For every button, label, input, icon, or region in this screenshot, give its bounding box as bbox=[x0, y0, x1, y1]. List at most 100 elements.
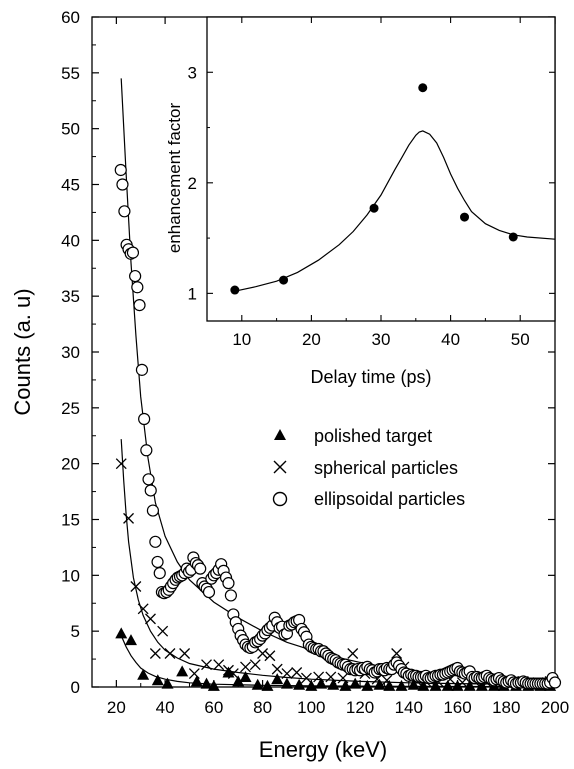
cross-point bbox=[164, 648, 176, 659]
inset-x-tick-label: 20 bbox=[302, 330, 321, 349]
circle-point bbox=[114, 163, 127, 177]
cross-point bbox=[381, 674, 393, 686]
legend-item-ellipsoidal: ellipsoidal particles bbox=[272, 489, 465, 509]
triangle-point bbox=[417, 679, 430, 691]
triangle-point bbox=[239, 670, 252, 682]
triangle-point bbox=[327, 678, 340, 690]
circle-point bbox=[142, 473, 155, 486]
x-tick-label: 80 bbox=[253, 698, 272, 717]
y-tick-label: 50 bbox=[61, 120, 80, 139]
x-tick-label: 20 bbox=[107, 698, 126, 717]
triangle-point bbox=[339, 679, 352, 691]
legend-marker-cross bbox=[273, 460, 287, 474]
cross-point bbox=[123, 512, 135, 524]
inset-y-tick-label: 1 bbox=[188, 284, 197, 303]
cross-point bbox=[325, 671, 337, 683]
y-tick-label: 40 bbox=[61, 231, 80, 250]
triangle-point bbox=[115, 627, 128, 639]
y-tick-label: 30 bbox=[61, 343, 80, 362]
inset-fit-curve-path bbox=[234, 130, 556, 292]
triangle-point bbox=[124, 634, 137, 646]
triangle-point bbox=[395, 679, 408, 691]
circle-point bbox=[222, 577, 235, 590]
triangle-point bbox=[280, 677, 293, 689]
circle-point bbox=[126, 246, 140, 259]
x-tick-label: 160 bbox=[443, 698, 471, 717]
cross-point bbox=[213, 659, 225, 671]
cross-point bbox=[347, 648, 359, 659]
y-tick-label: 5 bbox=[71, 622, 80, 641]
triangle-point bbox=[232, 675, 245, 687]
y-axis-title: Counts (a. u) bbox=[10, 288, 35, 415]
triangle-point bbox=[315, 677, 328, 689]
triangle-point bbox=[200, 677, 213, 689]
legend-item-spherical: spherical particles bbox=[273, 458, 458, 478]
inset-point bbox=[369, 203, 379, 213]
cross-point bbox=[179, 648, 191, 659]
cross-point bbox=[300, 672, 312, 684]
triangle-point bbox=[207, 679, 220, 691]
inset-y-axis-title: enhancement factor bbox=[165, 103, 184, 254]
triangle-point bbox=[190, 675, 203, 687]
triangle-point bbox=[161, 677, 174, 689]
legend-item-polished: polished target bbox=[274, 426, 432, 446]
inset-point bbox=[230, 285, 240, 295]
circle-point bbox=[129, 269, 142, 283]
triangle-point bbox=[176, 665, 189, 677]
inset-y-tick-label: 2 bbox=[188, 174, 197, 193]
circle-point bbox=[151, 555, 164, 569]
y-tick-label: 60 bbox=[61, 8, 80, 27]
inset-x-axis-title: Delay time (ps) bbox=[310, 367, 431, 387]
x-tick-label: 60 bbox=[204, 698, 223, 717]
inset-point bbox=[460, 212, 470, 222]
circle-point bbox=[131, 281, 144, 294]
cross-point bbox=[201, 659, 212, 671]
triangle-point bbox=[251, 678, 264, 690]
cross-point bbox=[157, 625, 169, 637]
y-tick-label: 0 bbox=[71, 678, 80, 697]
inset-x-tick-label: 30 bbox=[372, 330, 391, 349]
circle-point bbox=[118, 205, 131, 218]
y-tick-label: 20 bbox=[61, 455, 80, 474]
x-axis-title: Energy (keV) bbox=[259, 737, 387, 762]
legend-label-polished: polished target bbox=[314, 426, 432, 446]
x-tick-label: 180 bbox=[492, 698, 520, 717]
circle-point bbox=[144, 484, 157, 497]
cross-point bbox=[313, 671, 325, 683]
triangle-point bbox=[407, 678, 420, 690]
circle-point bbox=[146, 504, 160, 517]
y-tick-label: 15 bbox=[61, 511, 80, 530]
triangle-point bbox=[261, 679, 274, 691]
inset-point bbox=[508, 232, 518, 242]
triangle-point bbox=[475, 679, 488, 691]
cross-point bbox=[264, 650, 276, 662]
y-tick-label: 45 bbox=[61, 176, 80, 195]
x-tick-label: 200 bbox=[541, 698, 569, 717]
main-data-points bbox=[114, 163, 562, 691]
circle-point bbox=[140, 444, 153, 457]
cross-point bbox=[271, 663, 283, 675]
triangle-point bbox=[441, 679, 454, 691]
cross-point bbox=[115, 458, 127, 470]
inset-y-tick-label: 3 bbox=[188, 63, 197, 82]
cross-point bbox=[337, 672, 349, 684]
x-tick-label: 100 bbox=[297, 698, 325, 717]
circle-point bbox=[135, 363, 149, 376]
cross-point bbox=[391, 648, 403, 659]
fit-curve bbox=[120, 635, 556, 688]
triangle-point bbox=[349, 677, 362, 689]
legend-marker-triangle bbox=[274, 429, 286, 440]
y-tick-label: 55 bbox=[61, 64, 80, 83]
circle-point bbox=[202, 585, 216, 599]
cross-point bbox=[257, 648, 269, 659]
inset-point bbox=[279, 275, 289, 285]
circle-point bbox=[133, 299, 146, 312]
triangle-point bbox=[429, 679, 442, 691]
triangle-point bbox=[373, 678, 386, 690]
cross-point bbox=[149, 648, 161, 659]
legend: polished target spherical particles elli… bbox=[272, 426, 465, 509]
y-tick-label: 35 bbox=[61, 287, 80, 306]
y-tick-label: 25 bbox=[61, 399, 80, 418]
inset-fit-curve bbox=[234, 130, 556, 292]
